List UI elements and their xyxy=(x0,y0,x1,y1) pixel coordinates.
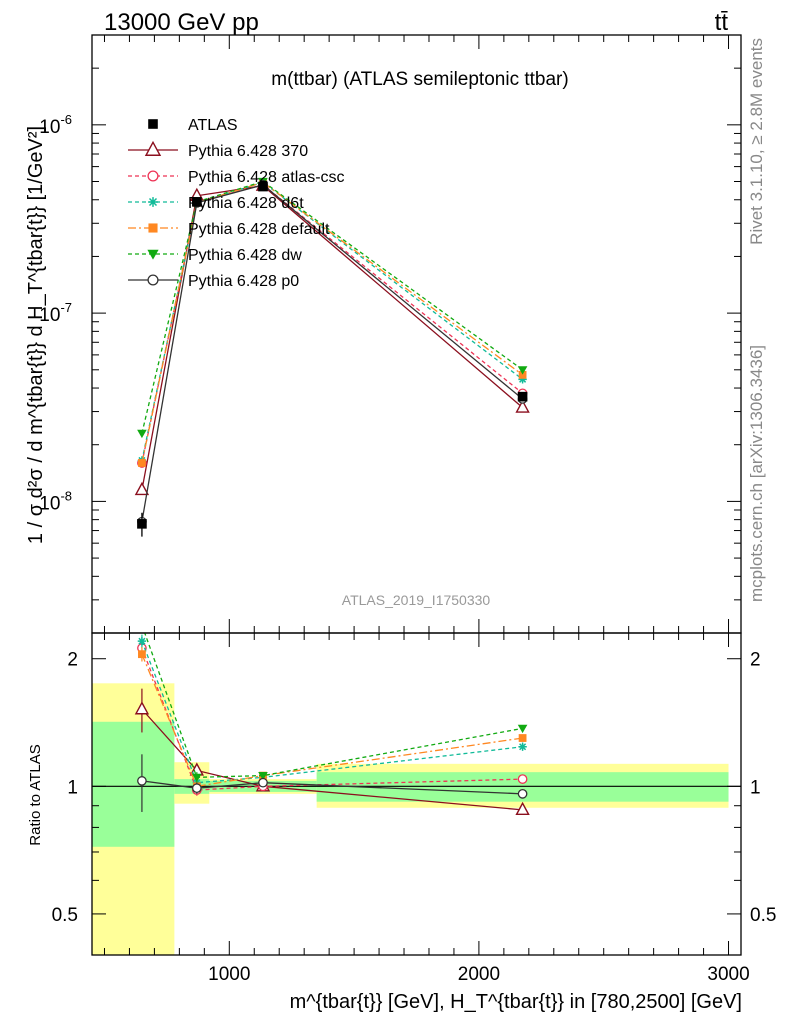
series-4-point-0 xyxy=(137,429,147,439)
ratio-point-5-3 xyxy=(517,788,528,799)
chart-title: m(ttbar) (ATLAS semileptonic ttbar) xyxy=(271,69,568,90)
legend-marker-0 xyxy=(148,119,158,129)
ratio-line-4 xyxy=(144,633,523,779)
series-2-point-3 xyxy=(518,375,527,384)
ratio-line-2 xyxy=(141,640,523,784)
ratio-series-4 xyxy=(144,633,528,783)
x-tick-label-1: 2000 xyxy=(458,964,500,985)
series-line-4 xyxy=(141,180,523,434)
ratio-y-tick-label-right-1: 1 xyxy=(750,777,761,798)
legend-marker-6 xyxy=(147,274,159,286)
legend-marker-4 xyxy=(148,223,158,233)
watermark: ATLAS_2019_I1750330 xyxy=(342,592,491,608)
reference-point-2 xyxy=(258,181,268,192)
series-line-3 xyxy=(141,181,523,464)
ratio-point-3-3 xyxy=(518,734,527,742)
header-left: 13000 GeV pp xyxy=(104,9,259,36)
ratio-line-0 xyxy=(141,708,523,811)
header-right: tt̄ xyxy=(715,9,729,36)
ratio-point-4-1 xyxy=(192,773,202,783)
legend: ATLAS Pythia 6.428 370 Pythia 6.428 atlas-… xyxy=(128,117,345,290)
series-4 xyxy=(137,177,528,439)
x-axis-label: m^{tbar{t}} [GeV], H_T^{tbar{t}} in [780… xyxy=(290,991,742,1013)
legend-entry-5: Pythia 6.428 dw xyxy=(128,247,302,264)
ratio-point-5-0 xyxy=(137,776,147,786)
ratio-line-1 xyxy=(141,647,523,791)
series-4-point-3 xyxy=(517,366,528,375)
series-3-point-3 xyxy=(518,370,527,379)
legend-entry-4: Pythia 6.428 default xyxy=(128,221,330,238)
legend-label-5: Pythia 6.428 dw xyxy=(188,247,302,264)
legend-entry-1: Pythia 6.428 370 xyxy=(128,140,308,160)
ratio-series-5 xyxy=(137,754,528,812)
ratio-point-5-1 xyxy=(191,783,202,794)
legend-label-4: Pythia 6.428 default xyxy=(188,221,330,238)
legend-entry-3: Pythia 6.428 d6t xyxy=(128,195,304,212)
reference-point-1 xyxy=(192,197,202,207)
legend-label-1: Pythia 6.428 370 xyxy=(188,143,308,160)
main-panel: 10-8 10-7 10-6 m(ttbar) (ATLAS semileptoni… xyxy=(39,34,742,634)
legend-entry-0: ATLAS xyxy=(148,117,238,134)
series-0-point-0 xyxy=(134,481,150,496)
reference-data xyxy=(137,181,528,537)
ratio-y-tick-label-right-0: 0.5 xyxy=(750,905,776,926)
ratio-point-2-3 xyxy=(518,742,527,751)
y-tick-label-2: 10-6 xyxy=(39,112,72,138)
ratio-y-tick-label-left-2: 2 xyxy=(67,650,78,671)
y-tick-label-0: 10-8 xyxy=(39,488,72,514)
x-tick-label-0: 1000 xyxy=(208,964,250,985)
band-green-0 xyxy=(92,721,175,847)
ratio-y-axis-label: Ratio to ATLAS xyxy=(27,744,44,845)
ratio-point-0-0 xyxy=(134,701,150,715)
series-3-point-0 xyxy=(138,459,146,467)
ratio-point-4-2 xyxy=(258,771,268,781)
y-tick-label-1: 10-7 xyxy=(39,300,72,326)
y-axis-label: 1 / σ d²σ / d m^{tbar{t}} d H_T^{tbar{t}… xyxy=(25,126,47,544)
legend-marker-1 xyxy=(144,140,162,156)
legend-marker-3 xyxy=(148,197,158,207)
ratio-point-0-3 xyxy=(515,801,530,816)
series-0-point-3 xyxy=(515,399,530,413)
ratio-frame xyxy=(91,632,742,956)
legend-label-6: Pythia 6.428 p0 xyxy=(188,273,299,290)
x-tick-label-2: 3000 xyxy=(707,964,749,985)
ratio-y-tick-label-right-2: 2 xyxy=(750,650,761,671)
ratio-point-4-3 xyxy=(517,724,528,734)
ratio-line-5 xyxy=(141,780,523,795)
legend-label-2: Pythia 6.428 atlas-csc xyxy=(188,169,345,186)
reference-point-0 xyxy=(137,519,147,529)
ratio-panel: 1000 2000 3000 0.5 0.5 1 1 2 2 xyxy=(52,619,776,985)
series-line-5 xyxy=(141,184,524,522)
ratio-point-2-0 xyxy=(137,636,147,646)
reference-point-3 xyxy=(517,391,528,402)
series-line-0 xyxy=(141,185,524,491)
rivet-label: Rivet 3.1.10, ≥ 2.8M events xyxy=(747,38,766,245)
legend-marker-5 xyxy=(147,249,159,260)
legend-entry-6: Pythia 6.428 p0 xyxy=(128,273,299,290)
ratio-point-5-2 xyxy=(258,777,268,788)
legend-label-3: Pythia 6.428 d6t xyxy=(188,195,304,212)
legend-marker-2 xyxy=(147,170,159,182)
ratio-line-3 xyxy=(141,653,523,788)
mcplots-label: mcplots.cern.ch [arXiv:1306.3436] xyxy=(747,345,766,602)
legend-label-0: ATLAS xyxy=(188,117,238,134)
ratio-point-1-3 xyxy=(517,774,528,784)
legend-entry-2: Pythia 6.428 atlas-csc xyxy=(128,169,345,186)
ratio-point-3-0 xyxy=(138,650,146,659)
ratio-y-tick-label-left-0: 0.5 xyxy=(52,905,78,926)
ratio-y-tick-label-left-1: 1 xyxy=(67,777,78,798)
